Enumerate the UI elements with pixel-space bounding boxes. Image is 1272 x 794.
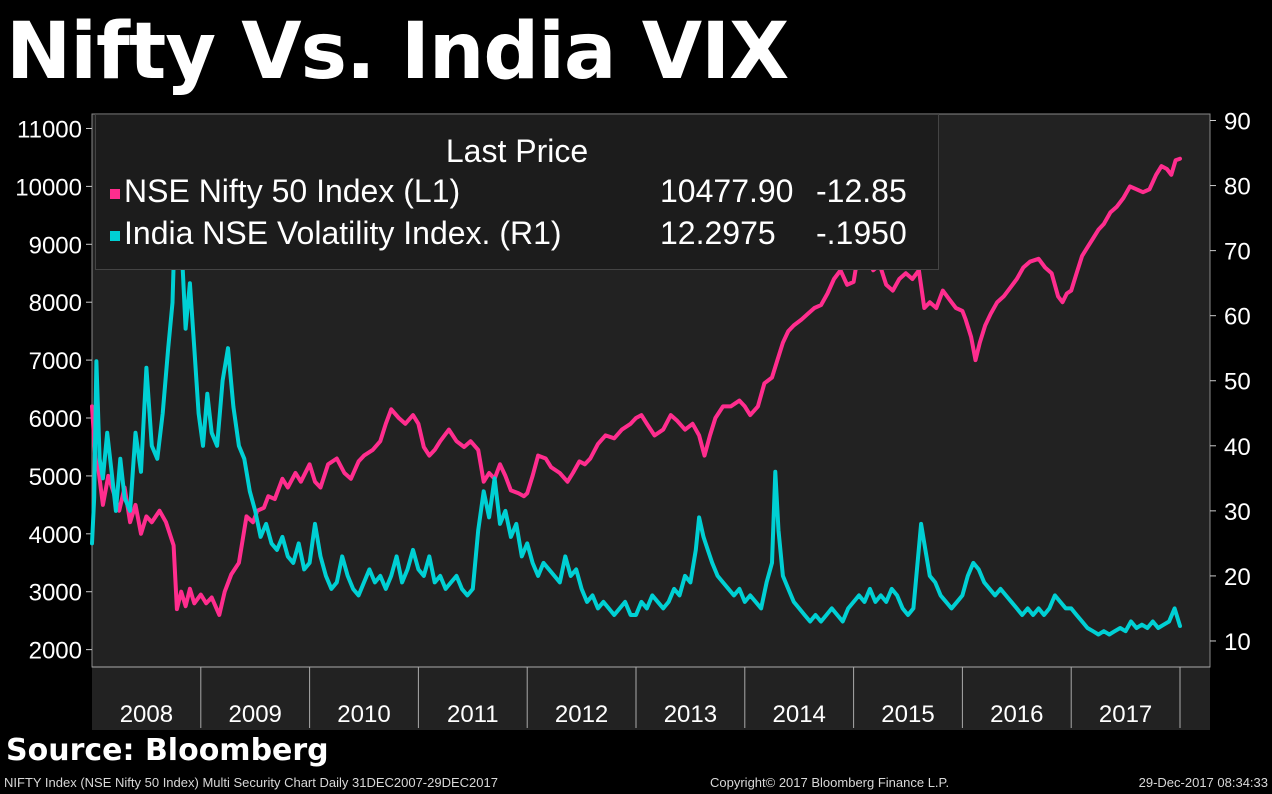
- right-axis: 10 20 30 40 50 60 70 80 90: [1210, 110, 1251, 656]
- legend-row-vix: India NSE Volatility Index. (R1) 12.2975…: [110, 213, 907, 253]
- left-axis: 2000 3000 4000 5000 6000 7000 8000 9000 10000 110…: [15, 116, 92, 665]
- series-vix-line: [90, 151, 1182, 637]
- footer-timestamp: 29-Dec-2017 08:34:33: [1138, 775, 1268, 790]
- left-tick-label: 7000: [29, 348, 82, 375]
- right-tick-label: 30: [1224, 499, 1251, 526]
- legend-series-name: NSE Nifty 50 Index (L1): [124, 173, 461, 209]
- x-axis: 2008 2009 2010 2011 2012 2013 2014 2015 2016 2017: [120, 667, 1181, 728]
- x-tick-label: 2014: [773, 701, 826, 728]
- footer-bar: NIFTY Index (NSE Nifty 50 Index) Multi S…: [0, 772, 1272, 794]
- right-tick-label: 60: [1224, 304, 1251, 331]
- footer-copyright: Copyright© 2017 Bloomberg Finance L.P.: [710, 775, 950, 790]
- left-tick-label: 2000: [29, 638, 82, 665]
- left-tick-label: 8000: [29, 290, 82, 317]
- x-tick-label: 2010: [337, 701, 390, 728]
- legend-swatch-vix: [110, 230, 120, 241]
- legend-last-price: 12.2975: [660, 215, 776, 251]
- x-tick-label: 2015: [881, 701, 934, 728]
- right-tick-label: 50: [1224, 369, 1251, 396]
- legend: Last Price NSE Nifty 50 Index (L1) 10477…: [95, 114, 939, 270]
- left-tick-label: 9000: [29, 232, 82, 259]
- right-tick-label: 10: [1224, 629, 1251, 656]
- right-tick-label: 90: [1224, 110, 1251, 136]
- left-tick-label: 3000: [29, 580, 82, 607]
- left-tick-label: 11000: [17, 116, 82, 143]
- left-tick-label: 10000: [15, 174, 82, 201]
- footer-description: NIFTY Index (NSE Nifty 50 Index) Multi S…: [4, 775, 498, 790]
- legend-last-price: 10477.90: [660, 173, 794, 209]
- x-tick-label: 2016: [990, 701, 1043, 728]
- x-tick-label: 2013: [664, 701, 717, 728]
- x-tick-label: 2012: [555, 701, 608, 728]
- legend-series-name: India NSE Volatility Index. (R1): [124, 215, 562, 251]
- right-tick-label: 80: [1224, 174, 1251, 201]
- x-tick-label: 2009: [229, 701, 282, 728]
- legend-swatch-nifty: [110, 188, 120, 199]
- left-tick-label: 4000: [29, 522, 82, 549]
- left-tick-label: 6000: [29, 406, 82, 433]
- chart-title: Nifty Vs. India VIX: [6, 7, 789, 97]
- x-tick-label: 2011: [447, 701, 499, 728]
- legend-row-nifty: NSE Nifty 50 Index (L1) 10477.90 -12.85: [110, 171, 907, 211]
- right-tick-label: 40: [1224, 434, 1251, 461]
- x-axis-band: [92, 667, 1210, 730]
- legend-change: -.1950: [816, 215, 907, 251]
- x-tick-label: 2008: [120, 701, 173, 728]
- left-tick-label: 5000: [29, 464, 82, 491]
- legend-header: Last Price: [445, 133, 589, 169]
- source-label: Source: Bloomberg: [6, 733, 329, 768]
- right-tick-label: 20: [1224, 564, 1251, 591]
- x-tick-label: 2017: [1099, 701, 1152, 728]
- legend-change: -12.85: [816, 173, 907, 209]
- right-tick-label: 70: [1224, 239, 1251, 266]
